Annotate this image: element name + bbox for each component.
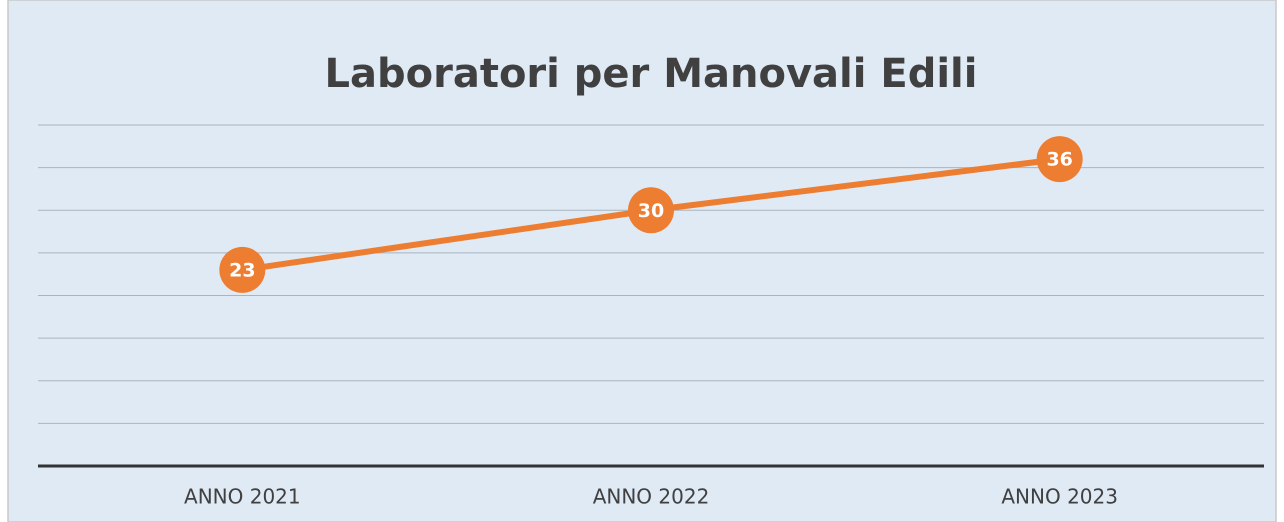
data-label: 23 <box>229 259 255 281</box>
marker <box>219 246 266 293</box>
data-label: 30 <box>638 200 664 222</box>
marker <box>1036 136 1083 183</box>
chart-panel <box>7 0 1277 522</box>
x-tick-label: ANNO 2021 <box>184 485 301 509</box>
chart-title: Laboratori per Manovali Edili <box>325 51 978 97</box>
marker <box>628 187 674 234</box>
x-tick-label: ANNO 2022 <box>593 485 710 509</box>
x-tick-label: ANNO 2023 <box>1001 485 1118 509</box>
data-label: 36 <box>1046 149 1072 171</box>
